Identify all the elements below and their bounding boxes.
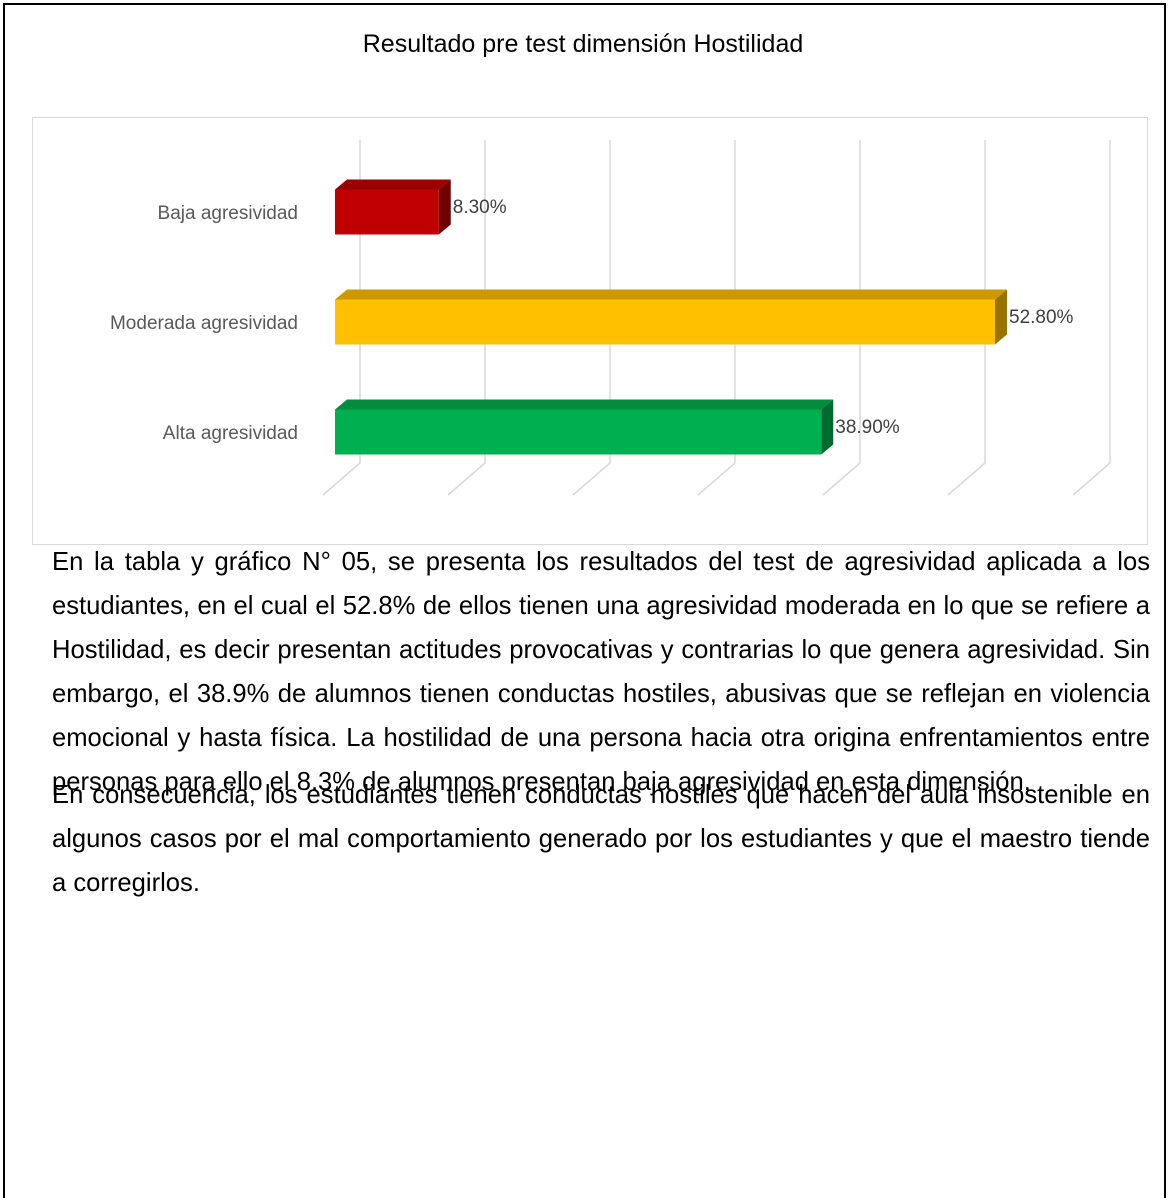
bar <box>335 299 995 345</box>
chart: 8.30% Baja agresividad 52.80% Moderada agre… <box>110 140 1111 496</box>
category-label: Moderada agresividad <box>110 313 298 334</box>
bar <box>335 189 439 235</box>
category-label: Baja agresividad <box>158 203 298 224</box>
grid-floor-line <box>947 462 986 496</box>
paragraph: En la tabla y gráfico N° 05, se presenta… <box>52 548 1150 796</box>
category-label: Alta agresividad <box>163 423 298 444</box>
grid-floor-line <box>322 462 361 496</box>
bar-top <box>335 289 1007 300</box>
data-label: 8.30% <box>453 197 507 218</box>
bar-side <box>438 179 451 235</box>
bar-top <box>335 179 451 190</box>
grid-floor-line <box>572 462 611 496</box>
grid-floor-line <box>697 462 736 496</box>
data-label: 52.80% <box>1009 307 1074 328</box>
paragraph: En consecuencia, los estudiantes tienen … <box>52 781 1150 897</box>
grid-floor-line <box>447 462 486 496</box>
data-label: 38.90% <box>835 417 900 438</box>
bar-side <box>995 289 1007 345</box>
bar-side <box>821 399 834 455</box>
bar-top <box>335 399 834 410</box>
chart-title: Resultado pre test dimensión Hostilidad <box>362 30 804 58</box>
chart-area <box>32 117 1148 545</box>
grid-floor-line <box>822 462 861 496</box>
page-frame <box>3 3 1166 1198</box>
grid-floor-line <box>1072 462 1111 496</box>
bar <box>335 409 822 455</box>
